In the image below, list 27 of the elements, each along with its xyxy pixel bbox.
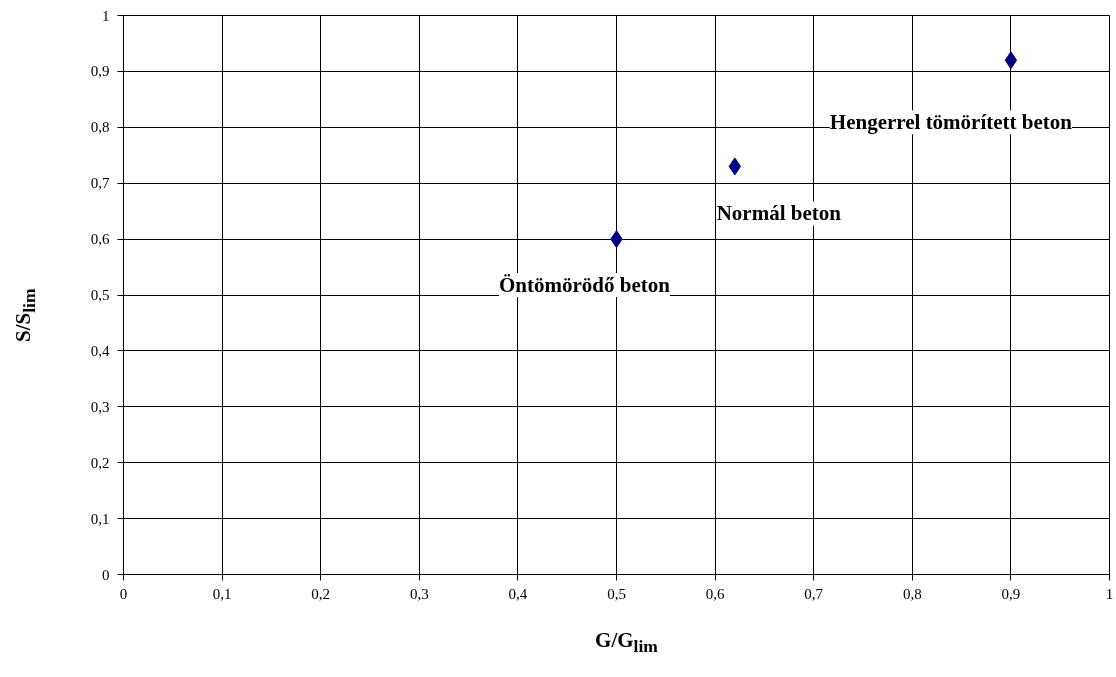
x-tick-label: 0,6 xyxy=(705,585,725,602)
y-tick-label: 0,5 xyxy=(90,287,110,303)
x-tick-label: 0 xyxy=(119,585,128,602)
x-tick-label: 0,9 xyxy=(1001,585,1021,602)
y-tick-label: 0,4 xyxy=(90,342,110,359)
annotation: Öntömörödő beton xyxy=(499,273,671,298)
y-tick-label: 0,2 xyxy=(90,454,110,471)
x-tick-label: 0,8 xyxy=(902,585,922,602)
x-tick-label: 1 xyxy=(1105,585,1114,602)
y-tick-label: 0,1 xyxy=(90,510,110,527)
x-tick-label: 0,4 xyxy=(508,585,528,602)
x-tick-label: 0,7 xyxy=(804,585,824,602)
x-tick-label: 0,1 xyxy=(212,585,232,602)
y-tick-label: 0,7 xyxy=(90,175,110,192)
y-tick-label: 0 xyxy=(102,566,110,583)
x-tick-label: 0,2 xyxy=(311,585,331,602)
y-tick-label: 1 xyxy=(102,7,110,24)
x-tick-label: 0,3 xyxy=(409,585,429,602)
y-tick-label: 0,3 xyxy=(90,398,110,415)
point xyxy=(1004,51,1018,70)
y-tick-label: 0,8 xyxy=(90,119,110,136)
x-axis-title: G/G$_{lim}$ xyxy=(595,627,658,659)
x-tick-label: 0,5 xyxy=(607,585,626,602)
y-tick-label: 0,6 xyxy=(90,231,110,248)
annotation: Hengerrel tömörített beton xyxy=(829,110,1073,135)
y-tick-label: 0,9 xyxy=(90,63,110,80)
annotation: Normál beton xyxy=(716,201,842,226)
